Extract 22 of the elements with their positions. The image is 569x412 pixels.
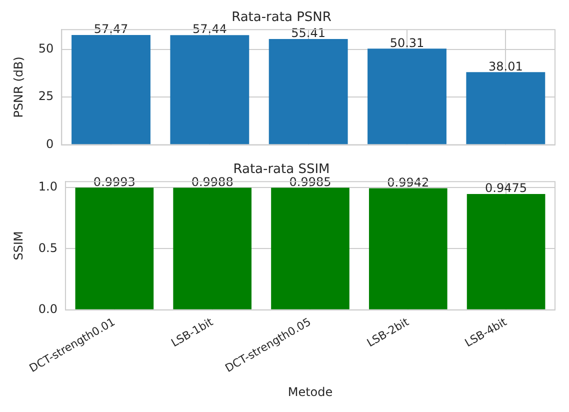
data-label: 38.01 <box>488 59 523 74</box>
data-label: 57.44 <box>192 22 227 36</box>
chart-title: Rata-rata SSIM <box>233 162 330 178</box>
data-label: 57.47 <box>94 22 128 36</box>
data-label: 50.31 <box>390 36 424 50</box>
data-label: 0.9475 <box>485 181 528 196</box>
bar <box>466 72 546 144</box>
bar <box>368 48 446 144</box>
y-axis-title: SSIM <box>11 231 26 260</box>
bar <box>72 35 150 144</box>
y-tick-label: 0.0 <box>38 302 58 316</box>
bar <box>170 35 250 144</box>
chart-title: Rata-rata PSNR <box>232 10 332 26</box>
y-tick-label: 50 <box>38 41 54 56</box>
y-tick-label: 25 <box>38 89 54 104</box>
bar <box>268 38 348 144</box>
y-tick-label: 0 <box>46 136 54 151</box>
y-tick-label: 0.5 <box>38 240 58 255</box>
data-label: 55.41 <box>291 26 326 40</box>
x-axis-title: Metode <box>288 384 333 399</box>
y-tick-label: 1.0 <box>38 180 58 194</box>
y-axis-title: PSNR (dB) <box>11 56 26 118</box>
